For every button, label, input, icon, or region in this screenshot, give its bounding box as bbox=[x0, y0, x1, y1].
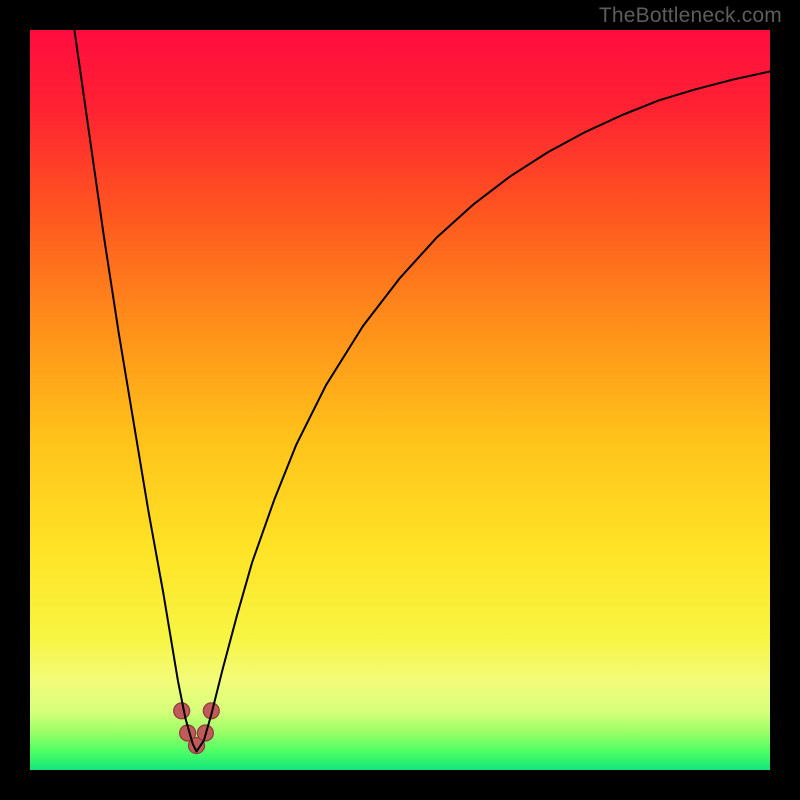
watermark-text: TheBottleneck.com bbox=[599, 4, 782, 28]
chart-frame: TheBottleneck.com bbox=[0, 0, 800, 800]
plot-svg bbox=[30, 30, 770, 770]
marker-point bbox=[174, 703, 190, 719]
plot-area bbox=[30, 30, 770, 770]
gradient-background bbox=[30, 30, 770, 770]
